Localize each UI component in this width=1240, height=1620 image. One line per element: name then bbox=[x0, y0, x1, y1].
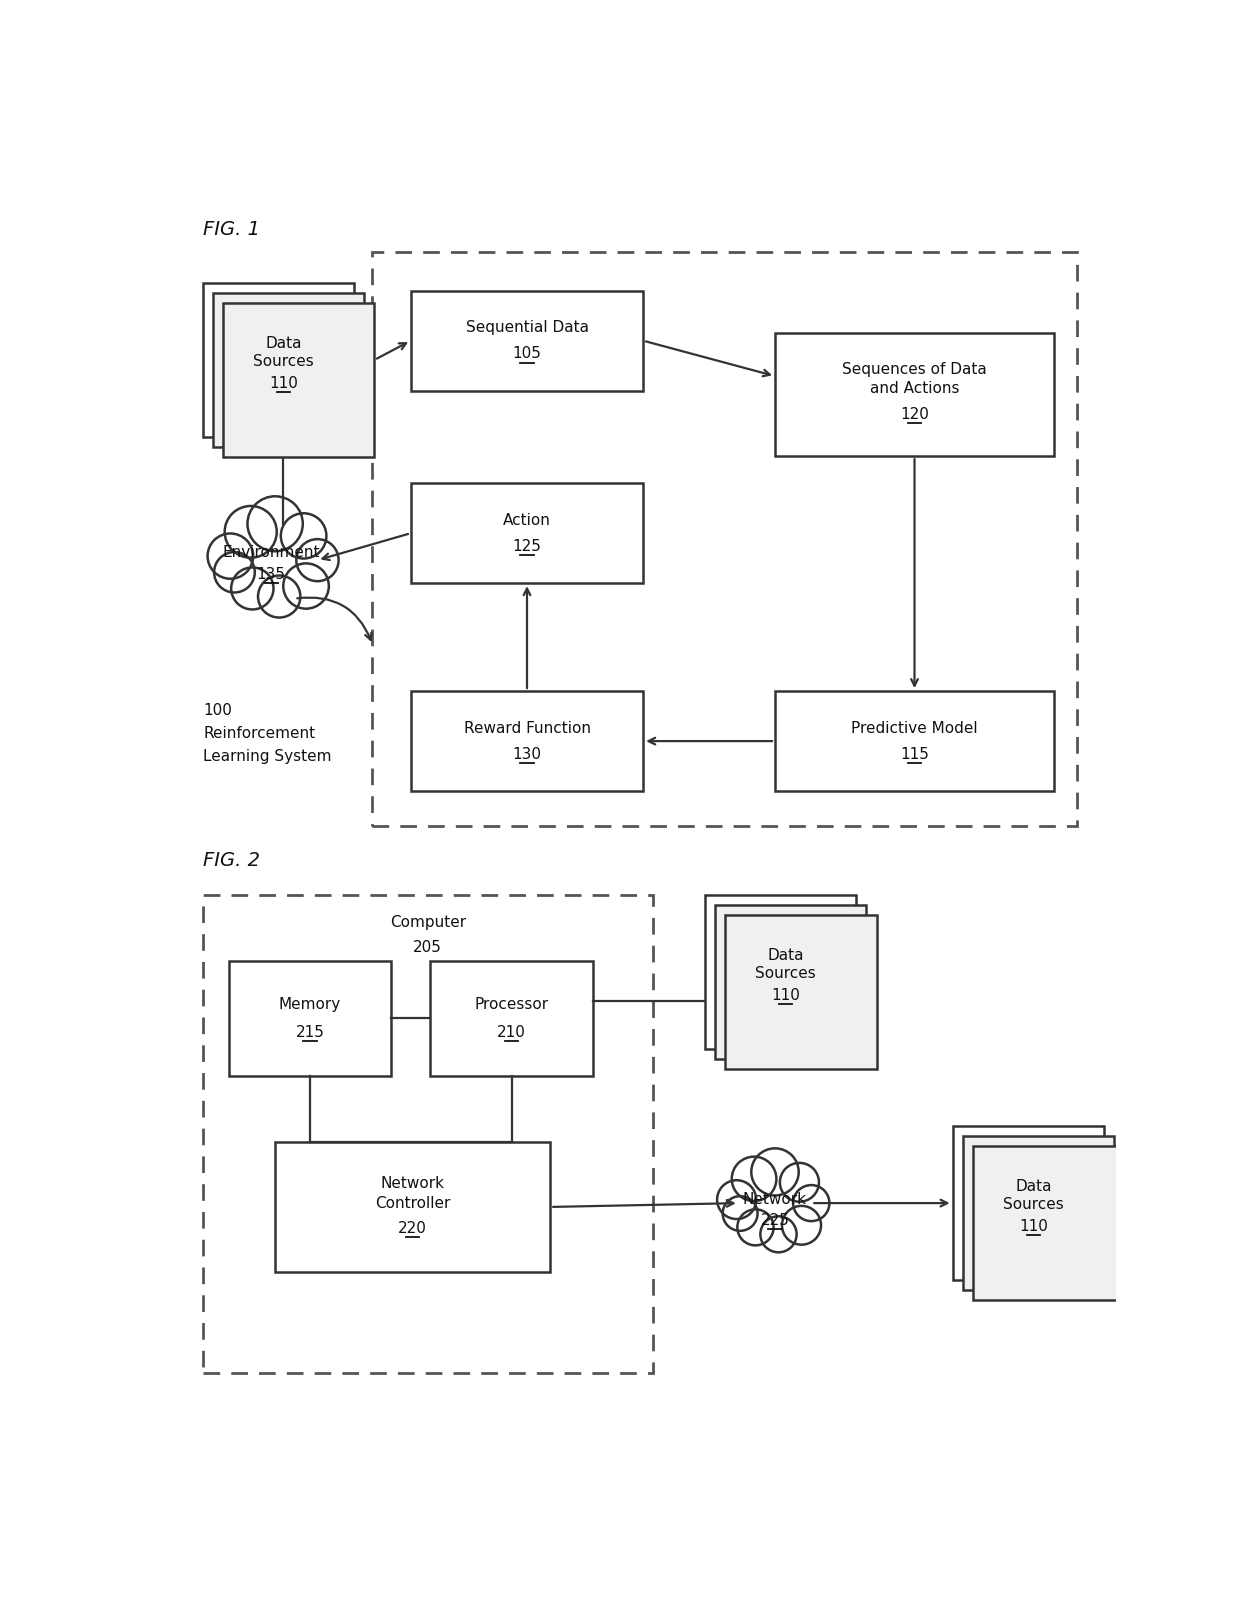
Text: Sources: Sources bbox=[253, 355, 314, 369]
Circle shape bbox=[231, 567, 274, 609]
Text: 115: 115 bbox=[900, 747, 929, 761]
Text: Processor: Processor bbox=[475, 996, 548, 1012]
Circle shape bbox=[780, 1163, 818, 1202]
Text: 220: 220 bbox=[398, 1221, 427, 1236]
FancyBboxPatch shape bbox=[203, 284, 355, 437]
Text: Learning System: Learning System bbox=[203, 748, 331, 765]
Circle shape bbox=[296, 539, 339, 582]
Circle shape bbox=[738, 1210, 774, 1246]
FancyBboxPatch shape bbox=[410, 290, 644, 390]
Text: Environment: Environment bbox=[222, 544, 320, 561]
Circle shape bbox=[207, 533, 253, 578]
Circle shape bbox=[732, 1157, 776, 1200]
FancyBboxPatch shape bbox=[775, 334, 1054, 457]
Text: Network: Network bbox=[743, 1192, 807, 1207]
Circle shape bbox=[283, 564, 329, 609]
Text: 130: 130 bbox=[512, 747, 542, 761]
FancyBboxPatch shape bbox=[715, 906, 867, 1059]
Text: 105: 105 bbox=[512, 347, 542, 361]
Text: Sequential Data: Sequential Data bbox=[465, 321, 589, 335]
FancyBboxPatch shape bbox=[954, 1126, 1105, 1280]
Text: FIG. 2: FIG. 2 bbox=[203, 850, 260, 870]
Text: and Actions: and Actions bbox=[869, 381, 960, 395]
Text: Data: Data bbox=[265, 335, 301, 350]
Text: Sources: Sources bbox=[1003, 1197, 1064, 1212]
FancyBboxPatch shape bbox=[410, 483, 644, 583]
Circle shape bbox=[280, 514, 326, 559]
Text: Controller: Controller bbox=[374, 1196, 450, 1210]
Text: 110: 110 bbox=[1019, 1218, 1048, 1234]
Text: Network: Network bbox=[381, 1176, 445, 1191]
Text: 210: 210 bbox=[497, 1025, 526, 1040]
Text: 125: 125 bbox=[512, 539, 542, 554]
Text: Computer: Computer bbox=[389, 915, 466, 930]
Circle shape bbox=[751, 1149, 799, 1196]
Circle shape bbox=[224, 505, 277, 557]
Text: 120: 120 bbox=[900, 407, 929, 423]
Circle shape bbox=[258, 575, 300, 617]
Text: Memory: Memory bbox=[279, 996, 341, 1012]
Text: Reinforcement: Reinforcement bbox=[203, 726, 315, 740]
Circle shape bbox=[248, 496, 303, 551]
FancyBboxPatch shape bbox=[430, 961, 593, 1076]
Circle shape bbox=[782, 1205, 821, 1244]
Text: Sources: Sources bbox=[755, 966, 816, 982]
FancyBboxPatch shape bbox=[963, 1136, 1115, 1290]
Text: 225: 225 bbox=[760, 1212, 790, 1228]
Text: Data: Data bbox=[768, 948, 804, 962]
FancyBboxPatch shape bbox=[228, 961, 392, 1076]
Circle shape bbox=[723, 1196, 758, 1231]
Circle shape bbox=[760, 1217, 796, 1252]
FancyBboxPatch shape bbox=[706, 896, 857, 1050]
Text: 110: 110 bbox=[771, 988, 800, 1003]
Circle shape bbox=[215, 552, 254, 593]
Text: Sequences of Data: Sequences of Data bbox=[842, 363, 987, 377]
FancyBboxPatch shape bbox=[213, 293, 365, 447]
Text: 205: 205 bbox=[413, 940, 443, 954]
Text: 100: 100 bbox=[203, 703, 232, 718]
FancyBboxPatch shape bbox=[410, 692, 644, 791]
Text: Data: Data bbox=[1016, 1179, 1052, 1194]
Text: FIG. 1: FIG. 1 bbox=[203, 220, 260, 238]
Text: Action: Action bbox=[503, 512, 551, 528]
Text: 135: 135 bbox=[257, 567, 285, 582]
Circle shape bbox=[794, 1186, 830, 1221]
FancyBboxPatch shape bbox=[775, 692, 1054, 791]
FancyBboxPatch shape bbox=[223, 303, 374, 457]
FancyBboxPatch shape bbox=[275, 1142, 551, 1272]
Circle shape bbox=[717, 1181, 756, 1218]
FancyBboxPatch shape bbox=[725, 915, 877, 1069]
Text: 110: 110 bbox=[269, 376, 298, 390]
FancyBboxPatch shape bbox=[973, 1145, 1125, 1301]
Text: Reward Function: Reward Function bbox=[464, 721, 590, 735]
Text: 215: 215 bbox=[295, 1025, 325, 1040]
Text: Predictive Model: Predictive Model bbox=[851, 721, 978, 735]
